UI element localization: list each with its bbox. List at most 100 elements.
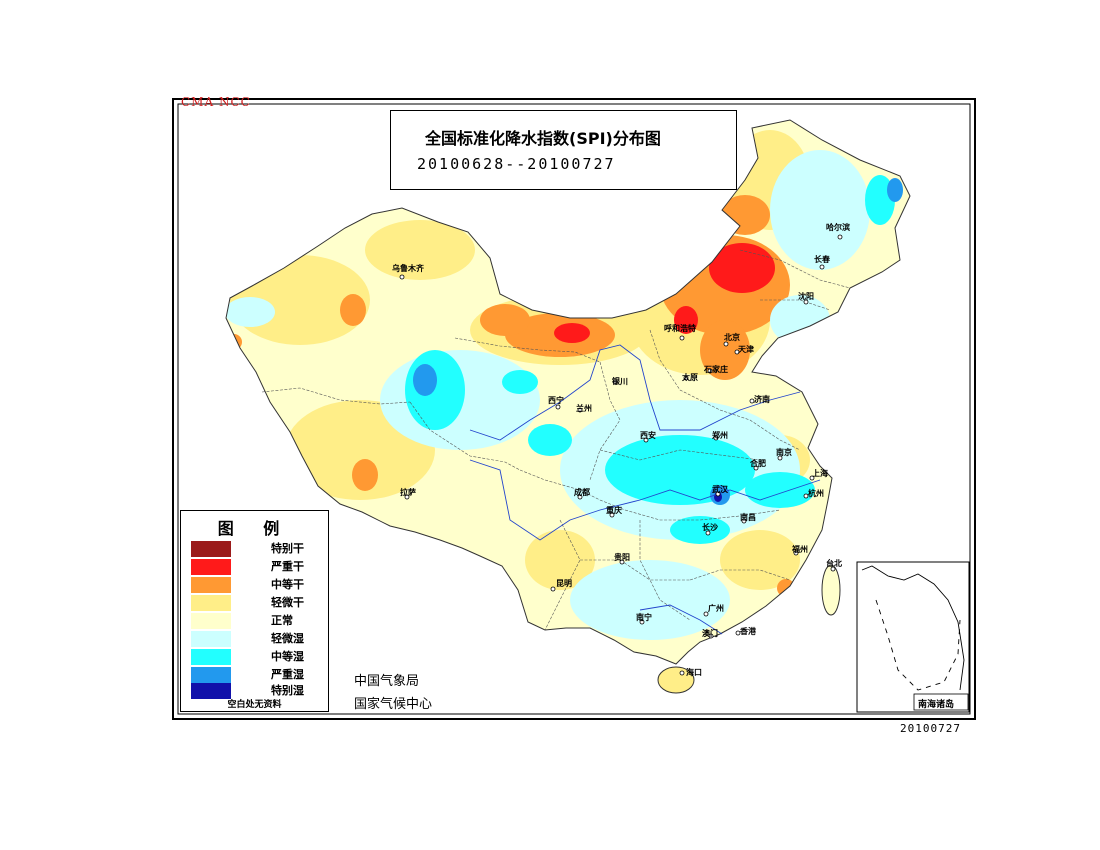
city-label: 银川 — [612, 377, 628, 386]
city-dot-shanghai — [809, 475, 815, 481]
legend-swatch — [191, 595, 231, 611]
legend-swatch — [191, 631, 231, 647]
legend-swatch — [191, 559, 231, 575]
legend-title: 图 例 — [217, 519, 292, 538]
city-dot-lanzhou — [577, 407, 583, 413]
city-dot-kunming — [550, 586, 556, 592]
map-period: 20100628--20100727 — [417, 155, 616, 173]
city-dot-harbin — [837, 234, 843, 240]
inset-label-box — [913, 693, 969, 711]
date-stamp: 20100727 — [900, 722, 961, 735]
city-dot-hefei — [753, 465, 759, 471]
rivers — [469, 344, 821, 635]
city-label: 拉萨 — [400, 488, 416, 497]
city-dot-tianjin — [734, 349, 740, 355]
legend-swatch — [191, 613, 231, 629]
city-label: 贵阳 — [614, 553, 630, 562]
city-label: 杭州 — [808, 489, 824, 498]
city-label: 南宁 — [636, 613, 652, 622]
legend-label: 正常 — [271, 614, 293, 627]
title-panel: 全国标准化降水指数(SPI)分布图 20100628--20100727 — [390, 110, 737, 190]
legend-label: 特别湿 — [271, 684, 304, 697]
legend-swatch — [191, 649, 231, 665]
spi-patch-dry-light — [365, 220, 475, 280]
legend-item: 严重湿 — [189, 667, 324, 683]
yangtze-river — [469, 459, 821, 541]
spi-patch-wet-severe — [887, 178, 903, 202]
city-dot-macau — [708, 633, 714, 639]
city-label: 香港 — [740, 627, 756, 636]
legend-label: 中等湿 — [271, 650, 304, 663]
inset-label: 南海诸岛 — [918, 700, 955, 710]
spi-patch-wet-moderate — [528, 424, 572, 456]
city-dot-chongqing — [609, 512, 615, 518]
city-label: 成都 — [574, 488, 590, 497]
province-boundaries — [261, 249, 851, 631]
legend-note: 空白处无资料 — [227, 700, 282, 710]
legend-item: 严重干 — [189, 559, 324, 575]
org-tag: CMA NCC — [181, 95, 251, 109]
spi-patch-wet-severe — [413, 364, 437, 396]
legend-swatch — [191, 683, 231, 699]
city-dot-beijing — [723, 341, 729, 347]
spi-patch-dry-light — [525, 530, 595, 590]
city-label: 石家庄 — [704, 365, 728, 374]
legend-label: 特别干 — [271, 542, 304, 555]
legend-label: 中等干 — [271, 578, 304, 591]
city-label: 沈阳 — [798, 292, 814, 301]
city-dot-guangzhou — [703, 611, 709, 617]
spi-patch-dry-moderate — [340, 294, 366, 326]
legend-swatch — [191, 541, 231, 557]
legend-label: 严重干 — [271, 560, 304, 573]
city-label: 哈尔滨 — [826, 223, 850, 232]
city-label: 济南 — [754, 395, 770, 404]
city-dot-fuzhou — [793, 550, 799, 556]
city-dot-yinchuan — [612, 379, 618, 385]
city-dot-haikou — [679, 670, 685, 676]
spi-patch-wet-moderate — [502, 370, 538, 394]
city-label: 长沙 — [702, 523, 718, 532]
spi-patch-wet-moderate — [670, 516, 730, 544]
city-label: 南京 — [776, 448, 792, 457]
spi-patch-dry-severe — [674, 306, 698, 334]
city-label: 海口 — [686, 668, 702, 677]
spi-patch-dry-moderate — [480, 304, 530, 336]
city-dot-xian — [643, 437, 649, 443]
spi-field — [226, 120, 910, 664]
legend-swatch — [191, 667, 231, 683]
map-title: 全国标准化降水指数(SPI)分布图 — [425, 129, 661, 148]
spi-patch-wet-moderate — [745, 472, 815, 508]
city-label: 广州 — [708, 604, 724, 613]
city-label: 重庆 — [606, 506, 622, 515]
legend-panel: 图 例 特别干 严重干 中等干 轻微干 正常 轻微湿 中等湿 严重湿 特别湿 空… — [180, 510, 329, 712]
spi-patch-dry-severe — [554, 323, 590, 343]
city-dot-changchun — [819, 264, 825, 270]
city-label: 北京 — [724, 333, 740, 342]
spi-patch-dry-severe — [709, 243, 775, 293]
city-dot-taiyuan — [683, 375, 689, 381]
city-label: 郑州 — [712, 431, 728, 440]
yellow-river — [469, 344, 801, 441]
city-label: 长春 — [814, 255, 830, 264]
spi-patch-wet-moderate — [405, 350, 465, 430]
city-label: 乌鲁木齐 — [392, 264, 424, 273]
legend-item: 轻微湿 — [189, 631, 324, 647]
spi-patch-dry-moderate — [352, 459, 378, 491]
city-dot-zhengzhou — [713, 435, 719, 441]
city-label: 合肥 — [750, 459, 766, 468]
city-label: 南昌 — [740, 513, 756, 522]
city-dot-hangzhou — [803, 493, 809, 499]
legend-item: 正常 — [189, 613, 324, 629]
city-label: 澳门 — [702, 629, 718, 638]
city-dot-urumqi — [399, 274, 405, 280]
inset-nine-dash — [875, 599, 961, 691]
city-dot-taipei — [830, 566, 836, 572]
city-dot-shijiazhuang — [707, 368, 713, 374]
south-sea-inset-frame — [856, 561, 970, 713]
taiwan-island — [821, 564, 841, 616]
pearl-river — [639, 604, 723, 635]
city-label: 兰州 — [576, 404, 592, 413]
legend-label: 轻微干 — [271, 596, 304, 609]
city-label: 西宁 — [548, 396, 564, 405]
